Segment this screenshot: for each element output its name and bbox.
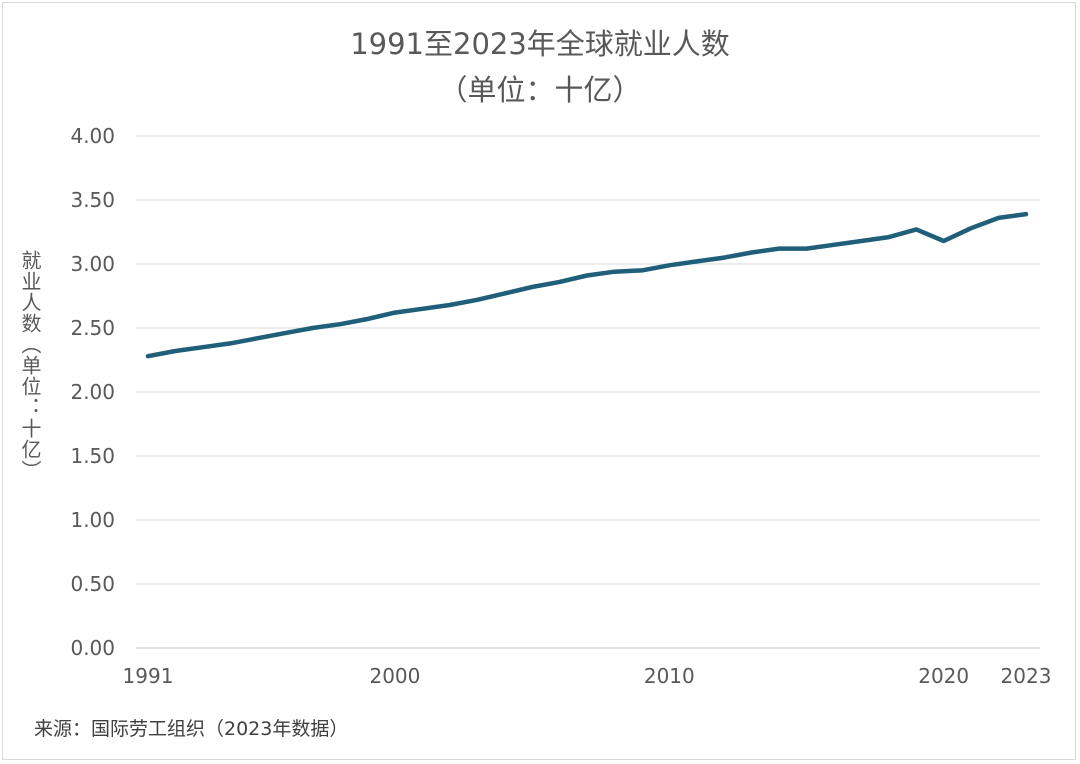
series-line: [145, 211, 1029, 359]
x-tick-label: 2023: [1001, 664, 1052, 688]
y-axis-label: 就业人数（单位：十亿）: [18, 250, 42, 481]
y-tick-label: 4.00: [70, 124, 115, 148]
y-tick-label: 0.00: [70, 636, 115, 660]
y-tick-label: 0.50: [70, 572, 115, 596]
y-tick-label: 2.50: [70, 316, 115, 340]
source-note: 来源：国际劳工组织（2023年数据）: [34, 718, 349, 740]
chart-subtitle: （单位：十亿）: [438, 73, 642, 107]
y-tick-label: 3.00: [70, 252, 115, 276]
y-tick-label: 2.00: [70, 380, 115, 404]
x-tick-label: 2010: [644, 664, 695, 688]
y-tick-label: 3.50: [70, 188, 115, 212]
y-tick-label: 1.00: [70, 508, 115, 532]
x-tick-label: 1991: [123, 664, 174, 688]
x-tick-label: 2020: [918, 664, 969, 688]
y-tick-label: 1.50: [70, 444, 115, 468]
chart-title: 1991至2023年全球就业人数: [350, 27, 730, 61]
x-tick-label: 2000: [369, 664, 420, 688]
